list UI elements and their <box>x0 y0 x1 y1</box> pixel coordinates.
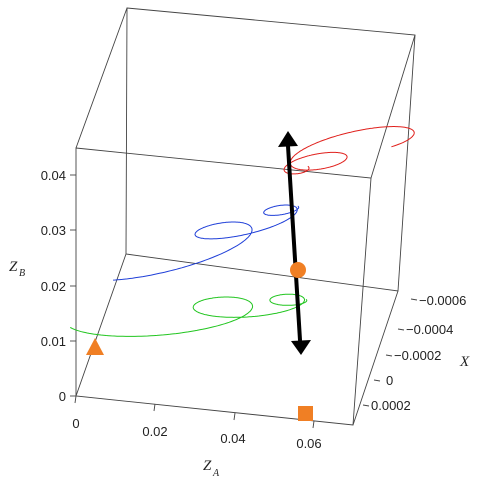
zb-tick-label: 0.02 <box>41 279 66 294</box>
arrow-head-down <box>291 340 311 355</box>
x-axis: −0.0006 −0.0004 −0.0002 0 0.0002 X <box>362 293 470 413</box>
series-line-0 <box>283 126 415 175</box>
za-tick-label: 0.06 <box>296 436 321 451</box>
series-layer <box>69 126 415 337</box>
za-axis: 0 0.02 0.04 0.06 Z A <box>72 395 322 479</box>
zb-tick-label: 0.03 <box>41 223 66 238</box>
zb-tick-label: 0 <box>59 389 66 404</box>
za-axis-label-sub: A <box>212 468 220 479</box>
x-tick-mark <box>410 298 418 301</box>
zb-axis: 0.04 0.03 0.02 0.01 0 Z B <box>9 168 76 404</box>
arrow-head-up <box>278 131 298 147</box>
x-axis-label: X <box>459 354 470 370</box>
x-tick-label: −0.0002 <box>394 348 441 363</box>
x-tick-mark <box>385 354 393 357</box>
x-tick-mark <box>362 404 370 407</box>
x-tick-label: −0.0004 <box>406 322 453 337</box>
markers <box>86 262 313 421</box>
za-tick-label: 0.02 <box>142 424 167 439</box>
x-tick-label: 0 <box>386 373 393 388</box>
series-line-2 <box>69 293 308 337</box>
plot-box <box>75 7 416 426</box>
x-tick-mark <box>397 328 405 331</box>
za-tick-mark <box>74 395 77 404</box>
triangle-marker <box>86 338 104 355</box>
za-tick-label: 0.04 <box>220 431 245 446</box>
za-tick-mark <box>153 403 156 412</box>
series-line-1 <box>113 204 300 281</box>
double-arrow <box>278 131 311 355</box>
circle-marker <box>290 262 306 278</box>
x-tick-label: −0.0006 <box>419 293 466 308</box>
zb-tick-label: 0.01 <box>41 334 66 349</box>
square-marker <box>298 406 313 421</box>
za-tick-label: 0 <box>72 416 79 431</box>
x-tick-label: 0.0002 <box>371 398 411 413</box>
zb-tick-label: 0.04 <box>41 168 66 183</box>
zb-axis-label-sub: B <box>19 268 25 279</box>
za-tick-mark <box>312 420 315 429</box>
zb-axis-label: Z <box>9 259 18 275</box>
x-tick-mark <box>373 379 381 382</box>
arrow-shaft <box>286 144 302 342</box>
za-axis-label: Z <box>203 458 212 474</box>
za-tick-mark <box>233 412 236 421</box>
